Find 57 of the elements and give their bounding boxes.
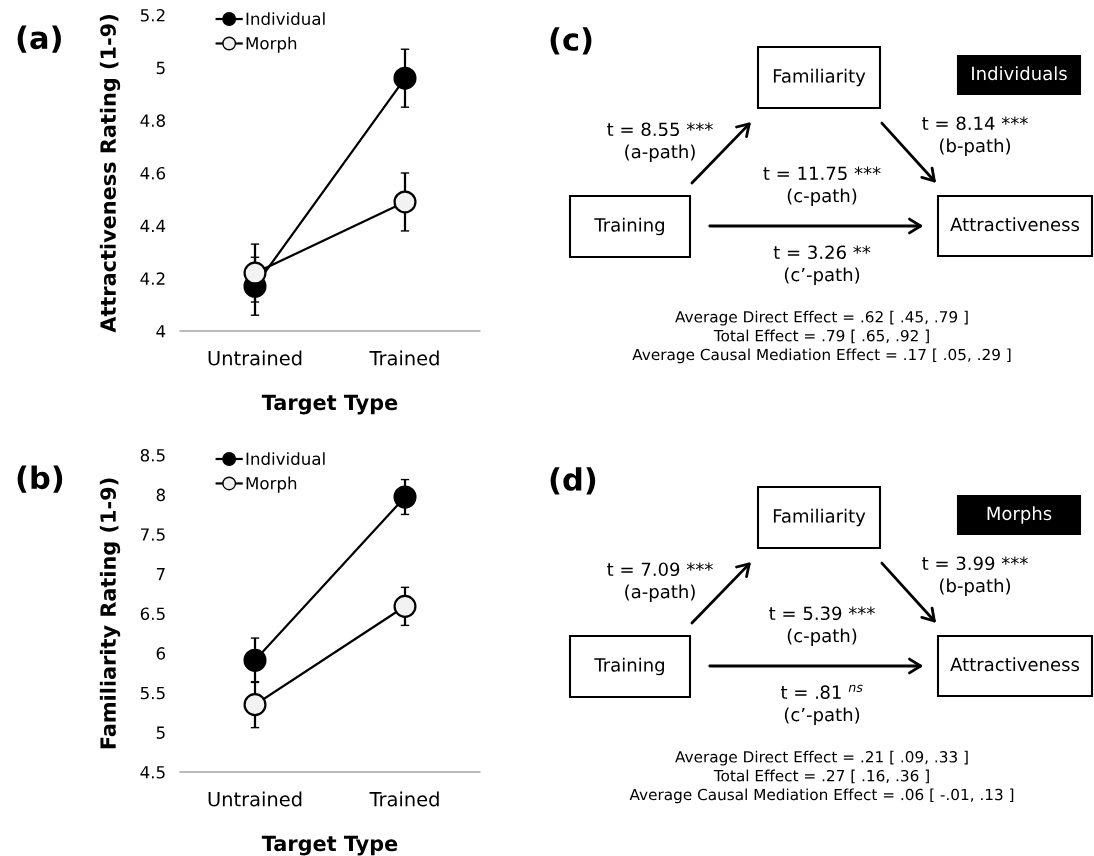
y-tick-label: 4.8 (140, 114, 165, 127)
text: Familiarity (773, 68, 866, 87)
legend-label: Individual (246, 452, 325, 466)
text: Morphs (987, 506, 1052, 524)
legend-label: Morph (246, 36, 297, 53)
y-tick-label: 4 (156, 325, 166, 338)
y-tick-label: 7 (156, 568, 165, 581)
y-axis-title: Attractiveness Rating (1-9) (99, 15, 121, 333)
point (393, 594, 417, 618)
text: Attractiveness (950, 217, 1080, 232)
legend-label: Individual (246, 12, 325, 26)
y-tick-label: 5 (156, 61, 165, 75)
text: Training (594, 657, 664, 676)
text: Training (594, 217, 664, 236)
point (393, 66, 417, 90)
y-tick-label: 4.4 (140, 219, 166, 232)
y-tick-label: 8 (156, 488, 165, 502)
y-tick-label: 6.5 (140, 607, 165, 621)
text: t = 3.99 *** (b-path) (922, 556, 1028, 596)
y-tick-label: 7.5 (140, 528, 165, 541)
y-tick-label: 5 (156, 726, 165, 739)
text: Average Direct Effect = .21 [ .09, .33 ] Total Effect = .27 [ .16, .36 ] Average Causal Mediation Effect = .06 [ -.01, .13 ] (629, 750, 1014, 804)
point (393, 190, 417, 214)
y-tick-label: 4.2 (140, 272, 165, 285)
x-tick-label: Trained (369, 350, 439, 366)
text: t = 8.55 *** (a-path) (607, 122, 713, 162)
y-tick-label: 4.5 (140, 766, 165, 779)
text: t = 7.09 *** (a-path) (607, 562, 713, 602)
text: Average Direct Effect = .62 [ .45, .79 ] Total Effect = .79 [ .65, .92 ] Average Causal Mediation Effect = .17 [ .05, .29 ] (632, 310, 1011, 364)
point (393, 485, 417, 509)
text: Individuals (972, 66, 1067, 81)
text: Familiarity (773, 508, 866, 527)
text: t = 8.14 *** (b-path) (922, 116, 1028, 156)
y-tick-label: 4.6 (140, 166, 166, 180)
text: t = 11.75 *** (c-path) (763, 166, 881, 206)
x-tick-label: Untrained (208, 350, 302, 366)
x-tick-label: Trained (369, 791, 439, 807)
chart-title: (a) (17, 25, 61, 53)
text: t = 3.26 ** (c’-path) (773, 245, 871, 285)
text: (d) (550, 467, 596, 495)
y-tick-label: 5.5 (140, 686, 165, 700)
chart-title: (b) (17, 465, 63, 493)
text: Attractiveness (950, 657, 1080, 672)
x-axis-title: Target Type (261, 394, 398, 415)
y-tick-label: 5.2 (140, 8, 165, 22)
point (243, 261, 267, 285)
point (243, 693, 267, 717)
text: t = .81 $^{ns}$ (c’-path) (780, 684, 863, 725)
y-axis-title: Familiarity Rating (1-9) (99, 478, 121, 749)
point (243, 648, 267, 672)
text: (c) (550, 27, 592, 55)
y-tick-label: 6 (156, 647, 166, 660)
text: t = 5.39 *** (c-path) (769, 606, 875, 646)
x-tick-label: Untrained (208, 791, 302, 807)
legend-label: Morph (246, 476, 297, 493)
y-tick-label: 8.5 (140, 448, 165, 462)
x-axis-title: Target Type (261, 835, 398, 856)
